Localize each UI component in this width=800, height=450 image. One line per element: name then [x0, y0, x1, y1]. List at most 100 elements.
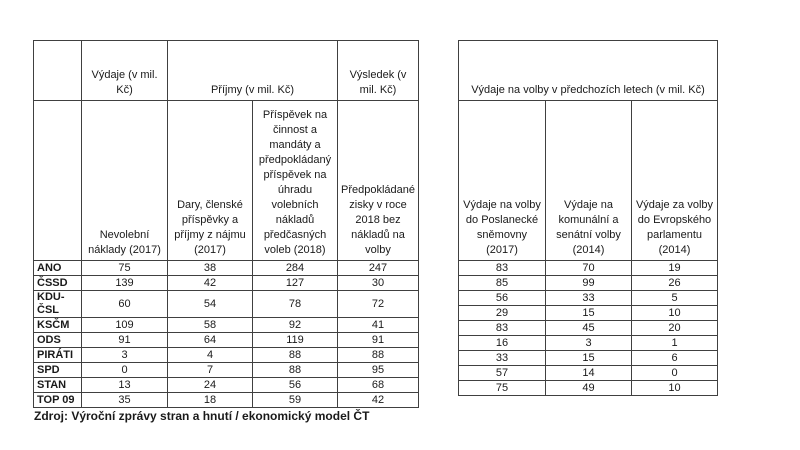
value-cell: 59 — [252, 392, 338, 408]
value-cell: 15 — [545, 305, 632, 321]
value-cell: 16 — [458, 335, 546, 351]
table-row: 33 15 6 — [458, 350, 718, 366]
group-header-previous-elections: Výdaje na volby v předchozích letech (v … — [458, 40, 718, 101]
value-cell: 64 — [167, 332, 253, 348]
value-cell: 83 — [458, 260, 546, 276]
column-header-chamber-elections: Výdaje na volby do Poslanecké sněmovny (… — [458, 100, 546, 261]
value-cell: 18 — [167, 392, 253, 408]
value-cell: 70 — [545, 260, 632, 276]
value-cell: 68 — [337, 377, 419, 393]
value-cell: 83 — [458, 320, 546, 336]
value-cell: 42 — [167, 275, 253, 291]
value-cell: 109 — [81, 317, 168, 333]
value-cell: 127 — [252, 275, 338, 291]
value-cell: 88 — [252, 362, 338, 378]
table-row: STAN 13 24 56 68 — [33, 377, 419, 393]
party-label: SPD — [33, 362, 82, 378]
value-cell: 139 — [81, 275, 168, 291]
party-label: ANO — [33, 260, 82, 276]
value-cell: 29 — [458, 305, 546, 321]
value-cell: 72 — [337, 290, 419, 318]
column-header-row: Nevolební náklady (2017) Dary, členské p… — [33, 100, 419, 261]
table-row: 16 3 1 — [458, 335, 718, 351]
value-cell: 26 — [631, 275, 718, 291]
value-cell: 88 — [252, 347, 338, 363]
value-cell: 3 — [545, 335, 632, 351]
column-header-row: Výdaje na volby do Poslanecké sněmovny (… — [458, 100, 718, 261]
value-cell: 5 — [631, 290, 718, 306]
value-cell: 75 — [81, 260, 168, 276]
value-cell: 1 — [631, 335, 718, 351]
value-cell: 57 — [458, 365, 546, 381]
party-label: ČSSD — [33, 275, 82, 291]
value-cell: 42 — [337, 392, 419, 408]
table-row: 75 49 10 — [458, 380, 718, 396]
party-label: ODS — [33, 332, 82, 348]
table-row: ODS 91 64 119 91 — [33, 332, 419, 348]
group-header-expenses: Výdaje (v mil. Kč) — [81, 40, 168, 101]
table-row: 83 45 20 — [458, 320, 718, 336]
group-header-income: Příjmy (v mil. Kč) — [167, 40, 338, 101]
value-cell: 3 — [81, 347, 168, 363]
group-header-result: Výsledek (v mil. Kč) — [337, 40, 419, 101]
value-cell: 15 — [545, 350, 632, 366]
column-header-expected-profit: Předpokládané zisky v roce 2018 bez nákl… — [337, 100, 419, 261]
value-cell: 30 — [337, 275, 419, 291]
value-cell: 10 — [631, 380, 718, 396]
party-label: PIRÁTI — [33, 347, 82, 363]
party-label: STAN — [33, 377, 82, 393]
table-row: SPD 0 7 88 95 — [33, 362, 419, 378]
table-row: KSČM 109 58 92 41 — [33, 317, 419, 333]
column-header-donations: Dary, členské příspěvky a příjmy z nájmu… — [167, 100, 253, 261]
value-cell: 60 — [81, 290, 168, 318]
value-cell: 19 — [631, 260, 718, 276]
value-cell: 54 — [167, 290, 253, 318]
value-cell: 56 — [252, 377, 338, 393]
value-cell: 0 — [631, 365, 718, 381]
value-cell: 14 — [545, 365, 632, 381]
value-cell: 119 — [252, 332, 338, 348]
value-cell: 45 — [545, 320, 632, 336]
value-cell: 92 — [252, 317, 338, 333]
party-finances-table: Výdaje (v mil. Kč) Příjmy (v mil. Kč) Vý… — [33, 40, 419, 408]
value-cell: 58 — [167, 317, 253, 333]
value-cell: 91 — [337, 332, 419, 348]
value-cell: 4 — [167, 347, 253, 363]
value-cell: 24 — [167, 377, 253, 393]
value-cell: 56 — [458, 290, 546, 306]
value-cell: 95 — [337, 362, 419, 378]
table-row: 29 15 10 — [458, 305, 718, 321]
value-cell: 33 — [545, 290, 632, 306]
column-header-nonelection-costs: Nevolební náklady (2017) — [81, 100, 168, 261]
value-cell: 20 — [631, 320, 718, 336]
column-header-european-parliament: Výdaje za volby do Evropského parlamentu… — [631, 100, 718, 261]
party-label: KSČM — [33, 317, 82, 333]
source-note: Zdroj: Výroční zprávy stran a hnutí / ek… — [34, 409, 370, 423]
table-row: ANO 75 38 284 247 — [33, 260, 419, 276]
value-cell: 35 — [81, 392, 168, 408]
column-header-contributions: Příspěvek na činnost a mandáty a předpok… — [252, 100, 338, 261]
value-cell: 99 — [545, 275, 632, 291]
table-row: KDU-ČSL 60 54 78 72 — [33, 290, 419, 318]
value-cell: 33 — [458, 350, 546, 366]
table-row: 85 99 26 — [458, 275, 718, 291]
table-row: ČSSD 139 42 127 30 — [33, 275, 419, 291]
previous-elections-table: Výdaje na volby v předchozích letech (v … — [458, 40, 718, 396]
value-cell: 75 — [458, 380, 546, 396]
value-cell: 88 — [337, 347, 419, 363]
table-row: PIRÁTI 3 4 88 88 — [33, 347, 419, 363]
column-header-municipal-senate: Výdaje na komunální a senátní volby (201… — [545, 100, 632, 261]
group-header-row: Výdaje na volby v předchozích letech (v … — [458, 40, 718, 101]
value-cell: 91 — [81, 332, 168, 348]
table-row: 56 33 5 — [458, 290, 718, 306]
value-cell: 7 — [167, 362, 253, 378]
empty-corner-cell — [33, 40, 82, 101]
value-cell: 284 — [252, 260, 338, 276]
value-cell: 85 — [458, 275, 546, 291]
value-cell: 78 — [252, 290, 338, 318]
value-cell: 38 — [167, 260, 253, 276]
empty-cell — [33, 100, 82, 261]
group-header-row: Výdaje (v mil. Kč) Příjmy (v mil. Kč) Vý… — [33, 40, 419, 101]
table-row: 57 14 0 — [458, 365, 718, 381]
